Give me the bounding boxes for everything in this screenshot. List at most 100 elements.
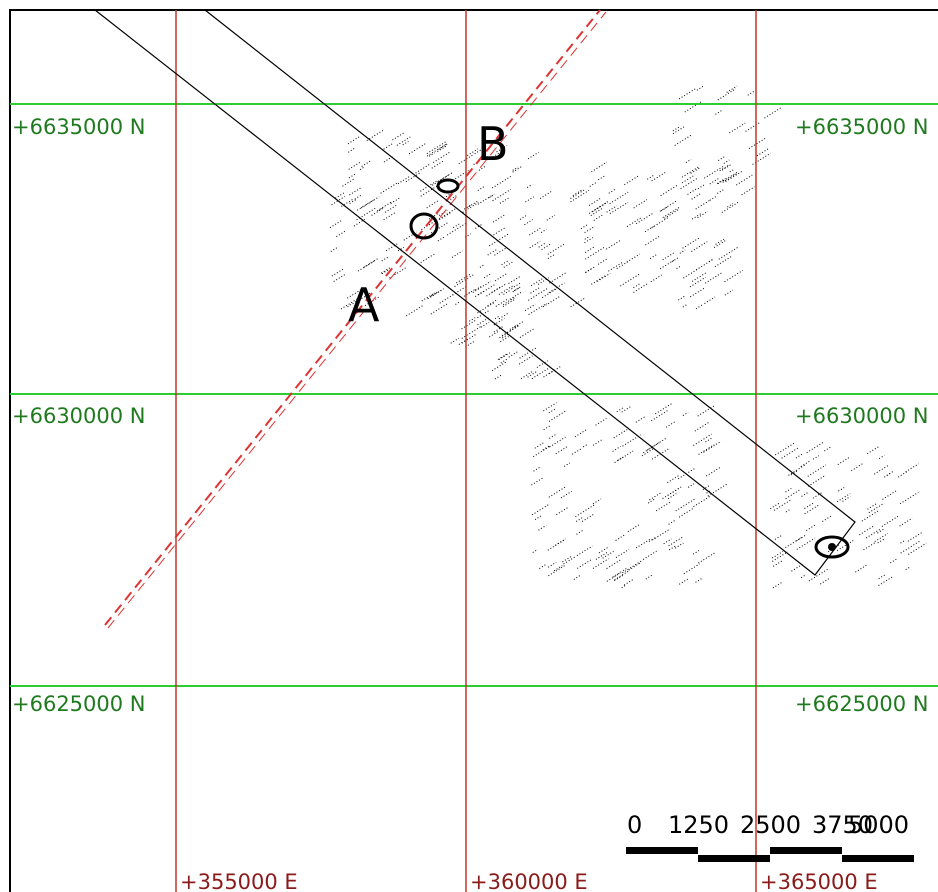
survey-line <box>791 563 803 572</box>
survey-line <box>529 227 541 236</box>
survey-line <box>646 437 667 451</box>
survey-line <box>682 303 689 308</box>
survey-line <box>349 199 356 204</box>
survey-line <box>836 540 854 552</box>
survey-line <box>691 192 702 200</box>
northing-grid <box>10 103 938 687</box>
survey-line <box>693 433 712 446</box>
survey-line <box>697 210 709 219</box>
survey-line <box>494 374 503 380</box>
survey-line <box>348 161 361 170</box>
survey-line <box>539 191 552 199</box>
survey-line <box>706 489 712 494</box>
survey-line <box>519 346 538 359</box>
survey-line <box>772 551 788 562</box>
survey-line <box>532 548 539 553</box>
survey-line <box>548 282 565 294</box>
survey-line <box>705 437 713 443</box>
survey-line <box>709 195 718 201</box>
survey-line <box>426 143 447 157</box>
survey-line <box>692 550 700 555</box>
survey-line <box>695 578 702 583</box>
survey-line <box>691 241 708 253</box>
easting-label: +355000 E <box>180 870 298 892</box>
survey-line <box>489 151 502 160</box>
survey-line <box>499 325 519 339</box>
survey-line <box>721 163 732 171</box>
survey-line <box>514 320 525 328</box>
survey-line <box>402 140 409 146</box>
survey-line <box>678 87 697 100</box>
survey-line <box>426 141 446 155</box>
scale-label: 0 <box>627 811 642 839</box>
survey-line <box>390 197 401 204</box>
survey-line <box>576 529 584 535</box>
survey-line <box>361 160 372 167</box>
survey-line <box>695 258 714 271</box>
survey-line <box>380 182 398 194</box>
survey-line <box>437 236 445 242</box>
survey-line <box>724 270 744 283</box>
survey-line <box>335 191 346 199</box>
survey-line <box>592 558 609 569</box>
easting-label: +360000 E <box>470 870 588 892</box>
survey-line <box>502 298 516 308</box>
survey-line <box>356 199 375 211</box>
survey-line <box>662 252 674 261</box>
survey-line <box>359 166 366 171</box>
survey-line <box>622 560 642 574</box>
survey-line <box>614 569 631 581</box>
survey-line <box>571 447 583 455</box>
survey-line <box>660 206 669 212</box>
survey-line <box>855 564 867 573</box>
survey-line <box>665 420 676 428</box>
survey-line <box>454 274 474 287</box>
scale-label: 3750 <box>812 811 873 839</box>
survey-line <box>430 302 449 315</box>
scale-segment <box>770 847 842 854</box>
survey-line <box>420 185 438 197</box>
survey-line <box>529 240 541 249</box>
survey-line <box>541 243 552 251</box>
survey-line <box>717 177 728 185</box>
survey-line <box>509 324 517 330</box>
survey-line <box>721 201 740 213</box>
survey-line <box>713 239 727 249</box>
marker <box>436 178 460 194</box>
survey-line <box>725 170 743 183</box>
survey-line <box>617 456 624 461</box>
survey-line <box>775 442 795 456</box>
survey-line <box>704 272 722 284</box>
survey-line <box>596 272 611 282</box>
survey-line <box>438 208 457 220</box>
survey-line <box>378 206 385 211</box>
survey-line <box>397 246 405 252</box>
survey-line <box>455 300 461 305</box>
survey-line <box>445 193 452 198</box>
survey-line <box>900 539 906 544</box>
survey-line <box>349 187 361 196</box>
survey-line <box>560 490 572 499</box>
survey-line <box>608 188 617 194</box>
survey-line <box>348 173 356 179</box>
survey-line <box>548 564 567 577</box>
survey-line <box>614 574 625 582</box>
survey-line <box>494 246 508 256</box>
survey-line <box>681 174 696 184</box>
survey-line <box>534 514 543 521</box>
survey-line <box>582 443 589 448</box>
survey-line <box>531 504 549 516</box>
survey-line <box>756 147 770 157</box>
survey-line <box>626 253 641 263</box>
survey-line <box>641 448 654 457</box>
survey-line <box>687 187 698 195</box>
survey-line <box>614 450 634 464</box>
survey-line <box>450 194 458 200</box>
survey-line <box>405 171 422 183</box>
survey-line <box>527 370 538 378</box>
survey-line <box>439 211 453 221</box>
survey-line <box>548 410 566 422</box>
survey-line <box>615 548 630 558</box>
survey-line <box>496 144 508 153</box>
survey-line <box>489 193 495 199</box>
